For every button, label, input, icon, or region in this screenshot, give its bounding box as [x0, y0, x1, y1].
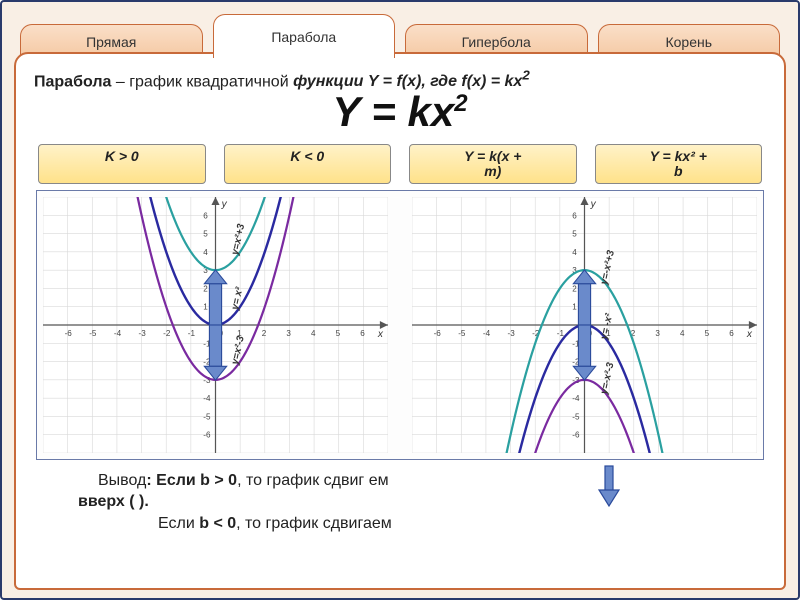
svg-text:2: 2 [572, 284, 577, 293]
conclusion-text: Вывод: Если b > 0, то график сдвиг ем вв… [38, 470, 762, 535]
content-card: Парабола – график квадратичной функции Y… [14, 52, 786, 590]
svg-text:3: 3 [286, 329, 291, 338]
main-tab-strip: Прямая Парабола Гипербола Корень [2, 2, 798, 58]
charts-row: xy-6-5-4-3-2-10123456-6-5-4-3-2-1123456y… [36, 190, 764, 460]
svg-text:-5: -5 [203, 412, 211, 421]
svg-text:5: 5 [705, 329, 710, 338]
subtab-k-negative[interactable]: K < 0 [224, 144, 392, 183]
svg-text:y=-x²+3: y=-x²+3 [599, 249, 618, 287]
svg-text:y: y [221, 199, 228, 210]
svg-text:4: 4 [203, 248, 208, 257]
svg-text:-4: -4 [483, 329, 491, 338]
svg-text:-4: -4 [572, 394, 580, 403]
svg-text:-2: -2 [163, 329, 171, 338]
svg-text:5: 5 [572, 229, 577, 238]
svg-text:y= x²: y= x² [230, 285, 246, 311]
svg-text:2: 2 [203, 284, 208, 293]
tab-parabola[interactable]: Парабола [213, 14, 396, 58]
subtab-k-positive[interactable]: K > 0 [38, 144, 206, 183]
svg-text:1: 1 [572, 302, 577, 311]
svg-text:4: 4 [311, 329, 316, 338]
svg-text:-5: -5 [572, 412, 580, 421]
svg-text:y= -x²: y= -x² [599, 312, 616, 341]
chart-down-parabolas: xy-6-5-4-3-2-10123456-6-5-4-3-2-1123456y… [412, 197, 757, 453]
svg-text:2: 2 [262, 329, 267, 338]
svg-text:6: 6 [360, 329, 365, 338]
svg-text:-5: -5 [89, 329, 97, 338]
svg-text:-6: -6 [572, 430, 580, 439]
svg-text:1: 1 [203, 302, 208, 311]
svg-text:5: 5 [336, 329, 341, 338]
subtab-shift-x[interactable]: Y = k(x + m) [409, 144, 577, 183]
chart-up-parabolas: xy-6-5-4-3-2-10123456-6-5-4-3-2-1123456y… [43, 197, 388, 453]
svg-text:x: x [746, 329, 753, 340]
svg-text:-5: -5 [458, 329, 466, 338]
svg-text:-4: -4 [203, 394, 211, 403]
subtab-shift-y[interactable]: Y = kx² + b [595, 144, 763, 183]
svg-text:-4: -4 [114, 329, 122, 338]
subtab-strip: K > 0 K < 0 Y = k(x + m) Y = kx² + b [38, 144, 762, 183]
svg-text:6: 6 [572, 211, 577, 220]
intro-term: Парабола [34, 73, 111, 90]
svg-text:y: y [590, 199, 597, 210]
svg-text:-1: -1 [188, 329, 196, 338]
svg-text:6: 6 [203, 211, 208, 220]
main-formula: Y = kx2 [34, 88, 766, 136]
svg-text:-6: -6 [65, 329, 73, 338]
svg-text:3: 3 [655, 329, 660, 338]
svg-text:-6: -6 [203, 430, 211, 439]
slide: Прямая Парабола Гипербола Корень Парабол… [0, 0, 800, 600]
svg-text:-3: -3 [139, 329, 147, 338]
svg-text:y=-x²-3: y=-x²-3 [599, 361, 617, 396]
svg-text:6: 6 [729, 329, 734, 338]
svg-text:4: 4 [572, 248, 577, 257]
svg-text:4: 4 [680, 329, 685, 338]
down-arrow-icon [596, 464, 622, 508]
svg-text:5: 5 [203, 229, 208, 238]
svg-text:-6: -6 [434, 329, 442, 338]
svg-text:x: x [377, 329, 384, 340]
svg-text:-3: -3 [508, 329, 516, 338]
